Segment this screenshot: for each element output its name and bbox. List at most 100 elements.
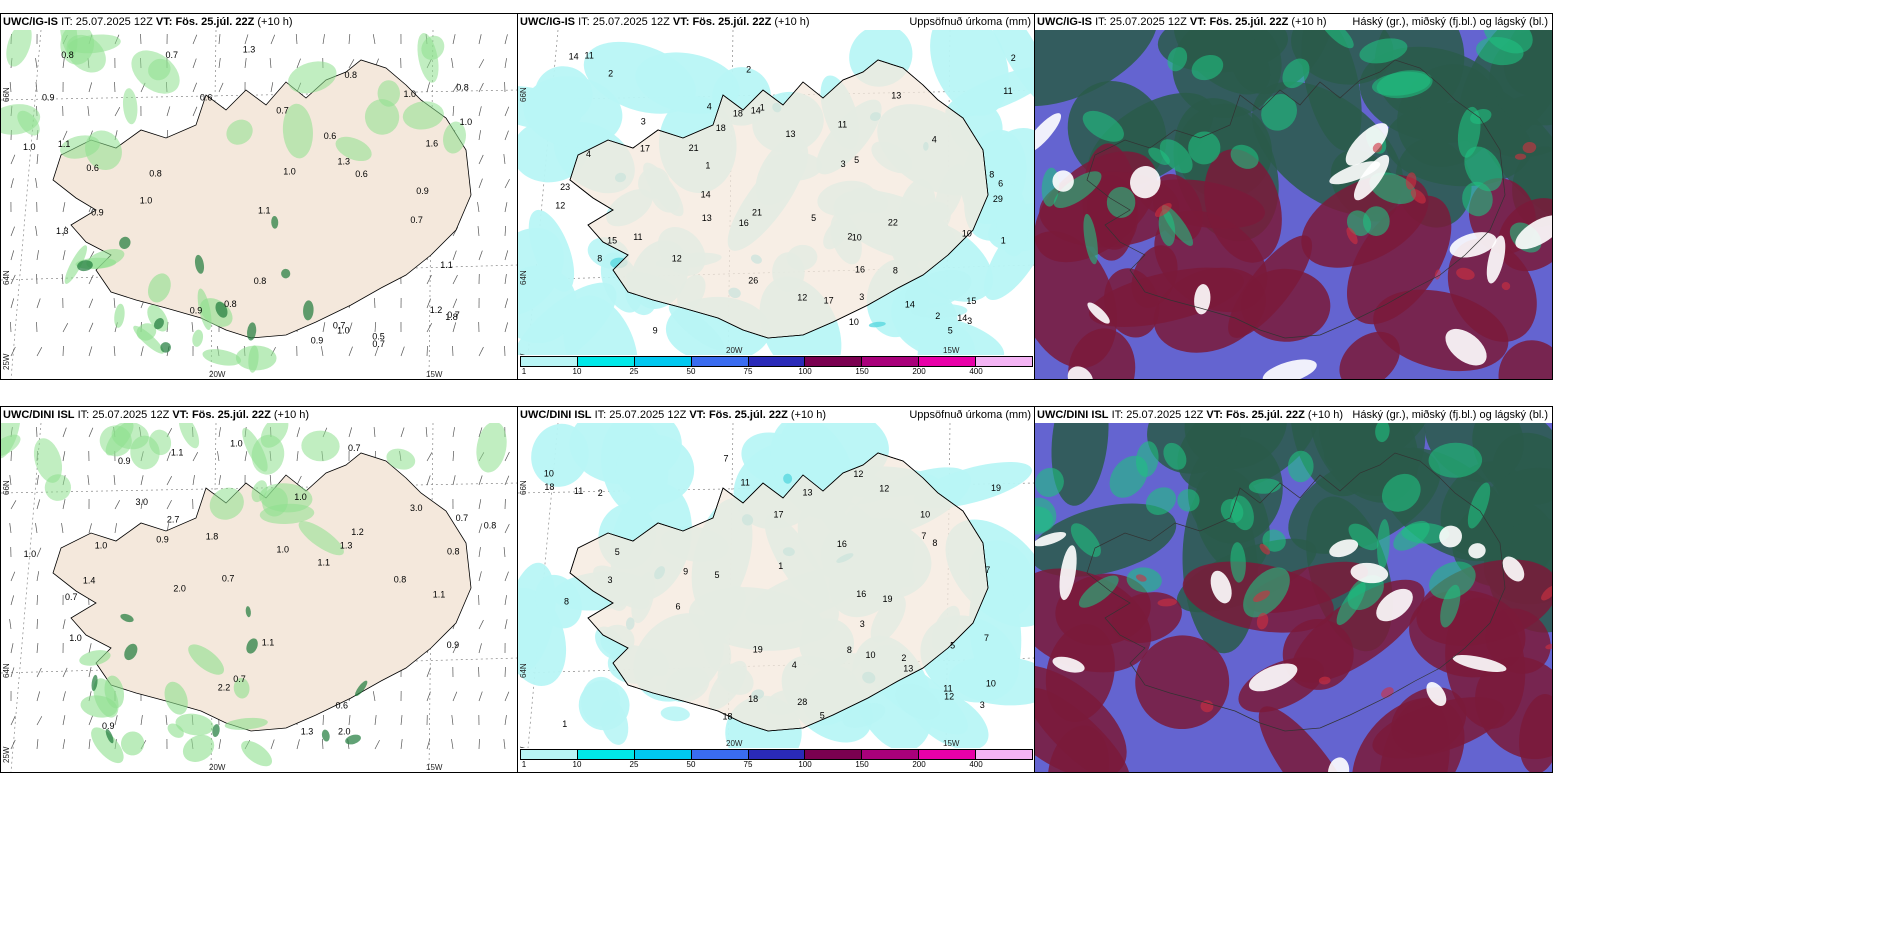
wind-value-label: 0.7 (372, 339, 385, 349)
wind-value-label: 0.7 (65, 592, 78, 602)
precip-value-label: 13 (786, 129, 796, 139)
vt-label: VT: (1206, 409, 1223, 421)
precip-value-label: 21 (752, 208, 762, 218)
cloud-title: Háský (gr.), miðský (fj.bl.) og lágský (… (1352, 409, 1548, 421)
wind-value-label: 0.9 (190, 306, 203, 316)
vt-value: Fös. 25.júl. 22Z (191, 409, 271, 421)
wind-value-label: 0.7 (233, 674, 246, 684)
lon-label-15w: 15W (426, 763, 443, 772)
precip-value-label: 5 (820, 711, 825, 721)
precip-value-label: 4 (707, 102, 712, 112)
precip-value-label: 1 (705, 161, 710, 171)
cloud-panel-row2: UWC/DINI ISL IT: 25.07.2025 12Z VT: Fös.… (1034, 406, 1553, 773)
precip-value-label: 2 (935, 311, 940, 321)
lon-label-15w: 15W (426, 370, 443, 379)
wind-value-label: 0.9 (42, 93, 55, 103)
vt-value: Fös. 25.júl. 22Z (1209, 16, 1289, 28)
wind-value-label: 0.5 (372, 332, 385, 342)
wind-value-label: 0.9 (91, 207, 104, 217)
it-label: IT: (578, 16, 590, 28)
vt-value: Fös. 25.júl. 22Z (692, 16, 772, 28)
panel-title: UWC/IG-IS IT: 25.07.2025 12Z VT: Fös. 25… (518, 14, 1035, 30)
precip-legend: 1 10 25 50 75 100 150 200 400 (520, 356, 1033, 378)
legend-swatch (691, 357, 749, 366)
precip-legend: 1 10 25 50 75 100 150 200 400 (520, 749, 1033, 771)
precip-value-label: 18 (716, 123, 726, 133)
it-label: IT: (61, 16, 73, 28)
wind-value-label: 0.6 (324, 131, 337, 141)
precip-value-label: 14 (751, 106, 761, 116)
wind-panel-row1: UWC/IG-IS IT: 25.07.2025 12Z VT: Fös. 25… (0, 13, 519, 380)
legend-swatch (577, 750, 635, 759)
precip-value-label: 1 (562, 719, 567, 729)
wind-value-label: 2.0 (173, 584, 186, 594)
iceland-land (569, 452, 989, 732)
lead-time: (+10 h) (1291, 16, 1327, 28)
precip-value-label: 15 (607, 236, 617, 246)
precip-value-label: 10 (866, 650, 876, 660)
precip-value-label: 1 (778, 561, 783, 571)
precip-shading (1, 423, 507, 767)
lon-label-25w: 25W (2, 353, 11, 370)
precip-value-label: 8 (597, 254, 602, 264)
wind-value-label: 1.1 (318, 558, 331, 568)
lon-label-15w: 15W (943, 739, 960, 748)
wind-value-label: 0.7 (456, 513, 469, 523)
wind-value-label: 0.6 (336, 700, 349, 710)
cloud-map (1035, 30, 1552, 379)
wind-value-label: 0.7 (222, 574, 235, 584)
precip-map: 66N64N25W20W15W3195711101812198695171310… (518, 423, 1035, 748)
precip-value-label: 9 (683, 567, 688, 577)
cloud-shading (1035, 30, 1552, 379)
wind-value-label: 1.6 (426, 139, 439, 149)
precip-value-label: 14 (569, 52, 579, 62)
wind-value-label: 3.0 (410, 503, 423, 513)
wind-value-label: 0.7 (410, 215, 423, 225)
precip-value-label: 21 (689, 143, 699, 153)
lon-label-25w: 25W (519, 746, 528, 748)
precip-value-label: 6 (676, 602, 681, 612)
model-name: UWC/DINI ISL (3, 409, 75, 421)
legend-tick-label: 200 (912, 760, 926, 769)
precip-value-label: 11 (574, 486, 583, 496)
precip-panel-row1: UWC/IG-IS IT: 25.07.2025 12Z VT: Fös. 25… (517, 13, 1036, 380)
wind-value-label: 0.8 (61, 50, 74, 60)
vt-value: Fös. 25.júl. 22Z (1225, 409, 1305, 421)
panel-title: UWC/DINI ISL IT: 25.07.2025 12Z VT: Fös.… (1, 407, 518, 423)
legend-swatch (748, 750, 806, 759)
legend-swatch (805, 750, 863, 759)
precip-value-label: 2 (746, 65, 751, 75)
wind-value-label: 1.0 (283, 166, 296, 176)
precip-value-label: 2 (608, 69, 613, 79)
wind-value-label: 0.7 (166, 50, 179, 60)
iceland-outline (1086, 59, 1506, 339)
wind-value-label: 2.2 (218, 682, 231, 692)
precip-value-label: 15 (966, 296, 976, 306)
wind-value-label: 1.1 (171, 448, 184, 458)
precip-value-label: 26 (748, 276, 758, 286)
legend-tick-label: 100 (798, 760, 812, 769)
wind-value-label: 1.0 (277, 545, 290, 555)
lat-label-64n: 64N (2, 663, 11, 678)
wind-value-label: 1.3 (301, 727, 314, 737)
precip-value-label: 3 (860, 619, 865, 629)
precip-value-label: 11 (585, 51, 594, 61)
wind-value-label: 2.7 (167, 514, 180, 524)
precip-value-label: 12 (879, 483, 889, 493)
lat-label-66n: 66N (519, 87, 528, 102)
precip-value-label: 16 (739, 218, 749, 228)
precip-value-label: 12 (853, 469, 863, 479)
vt-value: Fös. 25.júl. 22Z (175, 16, 255, 28)
lat-label-64n: 64N (2, 270, 11, 285)
wind-value-label: 0.8 (447, 547, 460, 557)
legend-swatch (748, 357, 806, 366)
model-name: UWC/IG-IS (520, 16, 575, 28)
precip-value-label: 3 (608, 575, 613, 585)
precip-value-label: 5 (615, 547, 620, 557)
precip-value-label: 8 (989, 169, 994, 179)
legend-swatch (976, 750, 1033, 759)
precip-value-label: 10 (852, 232, 862, 242)
legend-tick-label: 10 (572, 760, 582, 769)
wind-value-label: 1.1 (433, 590, 446, 600)
